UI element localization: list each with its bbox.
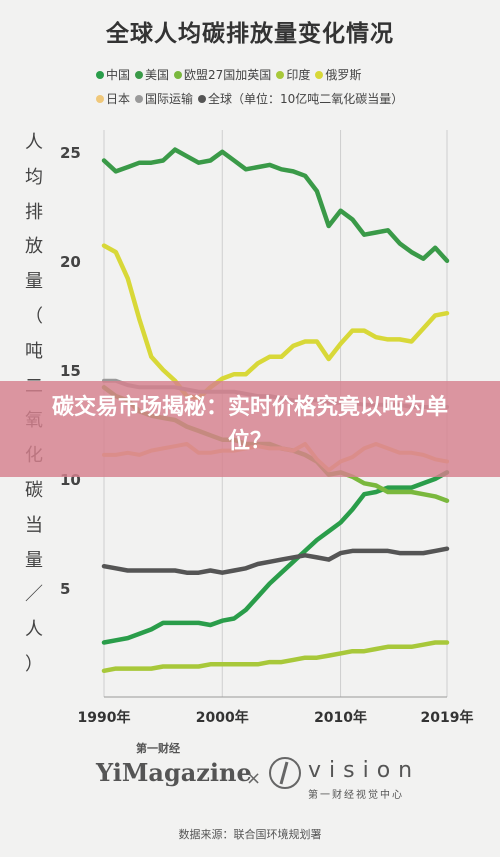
y-axis-label-char: ／	[25, 584, 43, 606]
legend-label: 欧盟27国加英国	[184, 68, 272, 82]
y-axis-label-char: 吨	[25, 340, 43, 362]
legend-label: 国际运输	[145, 92, 194, 106]
series-line	[101, 243, 450, 401]
legend-row-1: 中国 美国 欧盟27国加英国 印度 俄罗斯	[96, 66, 366, 83]
legend-swatch-icon	[135, 95, 144, 103]
overlay-banner	[0, 381, 500, 477]
legend-item: 中国	[96, 66, 130, 83]
y-axis-label-char: 量	[25, 271, 43, 293]
legend-swatch-icon	[174, 71, 183, 79]
legend-item: 欧盟27国加英国	[174, 66, 271, 83]
legend-swatch-icon	[315, 71, 324, 79]
y-axis-label-char: 当	[25, 514, 43, 536]
legend-swatch-icon	[96, 95, 104, 103]
series-line	[101, 147, 450, 264]
yimagazine-logo-cn: 第一财经	[136, 742, 180, 755]
legend-label: 印度	[286, 68, 311, 82]
legend-item: 印度	[276, 66, 310, 83]
legend-item: 日本	[96, 90, 130, 107]
y-axis-label-char: 碳	[25, 480, 43, 501]
x-tick-label: 1990年	[78, 709, 131, 726]
legend-item: 国际运输	[135, 90, 193, 107]
y-tick-label: 25	[60, 144, 81, 162]
y-axis-label-char: ）	[25, 654, 43, 675]
y-axis-label-char: 均	[25, 166, 43, 188]
data-source: 数据来源：联合国环境规划署	[178, 828, 322, 841]
vision-logo-cn: 第一财经视觉中心	[308, 790, 404, 801]
vision-logo-icon	[269, 757, 301, 789]
legend-swatch-icon	[276, 71, 285, 79]
x-tick-label: 2010年	[314, 709, 367, 726]
legend-label: 俄罗斯	[325, 68, 362, 82]
y-tick-label: 20	[60, 253, 81, 271]
y-axis-label-char: （	[25, 306, 43, 327]
legend-swatch-icon	[135, 71, 144, 79]
legend-row-2: 日本 国际运输 全球（单位：10亿吨二氧化碳当量）	[96, 90, 408, 107]
y-axis-label-char: 量	[25, 549, 43, 571]
series-line	[101, 546, 450, 575]
series-line	[101, 640, 450, 674]
legend-swatch-icon	[198, 95, 207, 103]
legend-label: 日本	[106, 92, 131, 106]
y-tick-label: 15	[60, 362, 81, 380]
legend-item: 俄罗斯	[315, 66, 361, 83]
y-axis-label-char: 放	[25, 236, 43, 258]
y-tick-label: 5	[60, 580, 70, 598]
y-axis-label-char: 排	[25, 201, 43, 223]
legend-label: 中国	[106, 68, 131, 82]
legend-swatch-icon	[96, 71, 104, 79]
vision-logo: vision	[308, 758, 421, 783]
y-axis-label-char: 人	[25, 619, 43, 641]
series-line	[101, 470, 450, 645]
yimagazine-logo: YiMagazine	[96, 758, 252, 787]
x-tick-label: 2019年	[421, 709, 474, 726]
legend-item: 全球（单位：10亿吨二氧化碳当量）	[198, 90, 403, 107]
legend-item: 美国	[135, 66, 169, 83]
logo-separator: ×	[246, 768, 262, 789]
banner-title: 碳交易市场揭秘：实时价格究竟以吨为单位？	[51, 395, 448, 454]
y-axis-label-char: 人	[25, 132, 43, 153]
chart-title: 全球人均碳排放量变化情况	[106, 21, 394, 47]
x-tick-label: 2000年	[196, 709, 249, 726]
legend-label: 美国	[145, 68, 170, 82]
legend-label: 全球（单位：10亿吨二氧化碳当量）	[208, 92, 404, 106]
